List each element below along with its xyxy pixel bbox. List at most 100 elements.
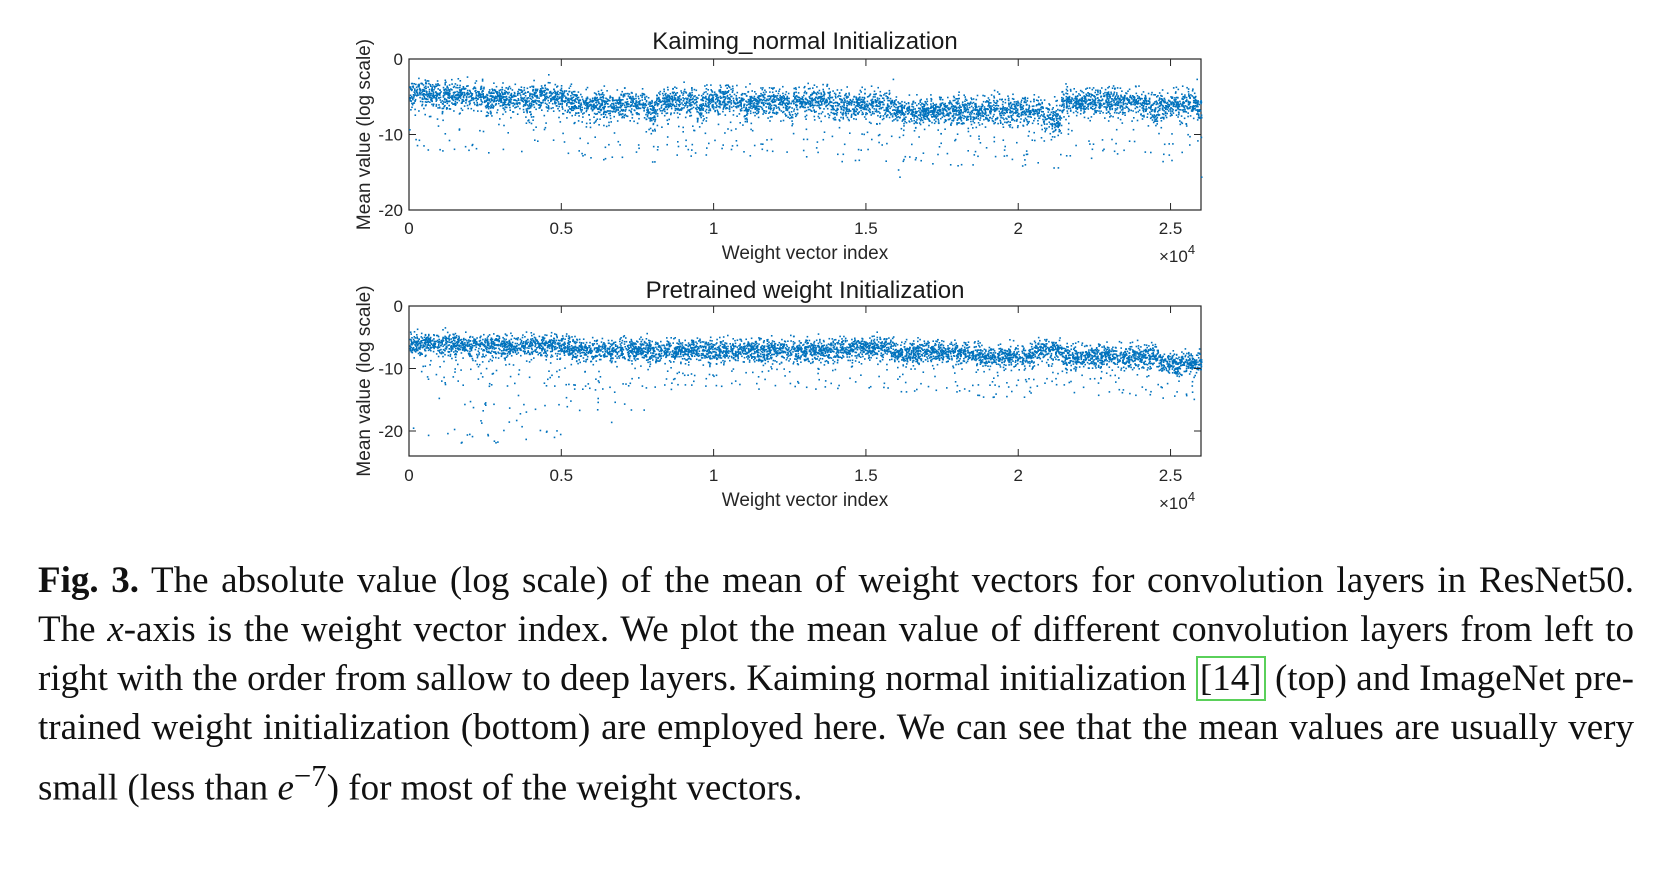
data-point <box>491 103 493 106</box>
data-point <box>1057 134 1059 137</box>
data-point <box>606 100 609 103</box>
data-point <box>452 99 455 102</box>
data-point <box>433 96 436 99</box>
data-point <box>426 95 429 98</box>
data-point <box>585 102 587 104</box>
data-point <box>939 110 941 113</box>
data-point <box>528 119 530 121</box>
data-point <box>846 97 848 99</box>
data-point <box>939 110 942 112</box>
plot-frame <box>408 58 1202 211</box>
data-point <box>545 122 547 124</box>
data-point <box>754 106 757 109</box>
data-point <box>917 114 920 116</box>
data-point <box>936 111 939 113</box>
data-point <box>609 97 611 99</box>
data-point <box>835 105 837 107</box>
data-point <box>669 92 672 95</box>
data-point <box>589 118 591 121</box>
data-point <box>718 103 720 105</box>
data-point <box>996 100 999 103</box>
data-point <box>627 92 629 95</box>
data-point <box>969 106 971 109</box>
data-point <box>1012 93 1014 96</box>
data-point <box>534 101 536 103</box>
data-point <box>751 107 753 110</box>
data-point <box>1038 102 1040 105</box>
data-point <box>878 133 881 136</box>
data-point <box>600 103 602 105</box>
data-point <box>1088 140 1090 142</box>
data-point <box>971 98 973 101</box>
data-point <box>1044 116 1046 119</box>
data-point <box>706 147 708 149</box>
data-point <box>903 101 906 104</box>
data-point <box>1053 114 1056 116</box>
data-point <box>1040 99 1042 101</box>
data-point <box>534 94 536 97</box>
data-point <box>504 93 506 95</box>
data-point <box>754 111 757 114</box>
data-point <box>882 97 885 100</box>
data-point <box>439 94 441 96</box>
data-point <box>542 91 544 93</box>
data-point <box>959 112 962 115</box>
data-point <box>561 106 564 108</box>
data-point <box>830 108 833 111</box>
data-point <box>836 101 839 104</box>
data-point <box>1007 97 1010 100</box>
data-point <box>521 150 523 153</box>
data-point <box>800 98 802 100</box>
data-point <box>974 103 976 105</box>
data-point <box>736 98 738 100</box>
data-point <box>619 104 622 107</box>
data-point <box>760 98 762 101</box>
data-point <box>989 109 991 112</box>
data-point <box>592 100 595 102</box>
data-point <box>609 110 612 112</box>
data-point <box>664 101 666 104</box>
data-point <box>641 96 643 99</box>
data-point <box>603 158 605 161</box>
data-point <box>890 100 893 102</box>
data-point <box>547 99 549 102</box>
data-point <box>947 113 949 116</box>
data-point <box>762 95 764 97</box>
data-point <box>1064 99 1067 102</box>
data-point <box>730 102 733 104</box>
data-point <box>675 99 677 101</box>
data-point <box>539 104 541 107</box>
data-point <box>636 105 638 107</box>
data-point <box>787 108 789 110</box>
data-point <box>462 96 465 99</box>
data-point <box>703 91 706 94</box>
data-point <box>766 102 769 105</box>
data-point <box>981 113 983 115</box>
data-point <box>1052 114 1054 117</box>
data-point <box>769 106 772 108</box>
data-point <box>913 117 915 119</box>
data-point <box>961 116 963 119</box>
data-point <box>736 84 738 87</box>
data-point <box>903 129 905 132</box>
data-point <box>529 102 531 105</box>
data-point <box>630 101 632 103</box>
data-point <box>978 105 980 108</box>
data-point <box>421 94 423 96</box>
data-point <box>885 108 888 110</box>
data-point <box>649 111 651 113</box>
data-point <box>552 139 555 141</box>
data-point <box>723 106 725 109</box>
data-point <box>784 99 786 101</box>
data-point <box>979 142 982 144</box>
data-point <box>597 98 600 101</box>
data-point <box>1051 122 1053 125</box>
data-point <box>805 98 807 101</box>
data-point <box>409 94 412 97</box>
data-point <box>998 110 1001 113</box>
data-point <box>690 96 692 99</box>
data-point <box>636 113 638 116</box>
data-point <box>633 109 636 111</box>
data-point <box>1049 123 1052 125</box>
data-point <box>1023 120 1025 123</box>
